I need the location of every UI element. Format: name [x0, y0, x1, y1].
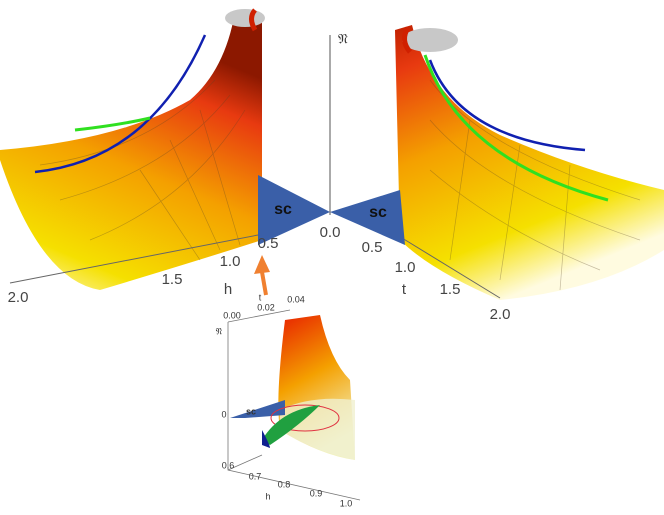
inset [227, 309, 361, 501]
axis-label: h [224, 281, 232, 298]
tick-label: 0.8 [278, 479, 291, 489]
tick-label: 2.0 [490, 306, 511, 323]
axis-label: 𝔑 [216, 326, 223, 336]
tick-label: 2.0 [8, 289, 29, 306]
tick-label: 0.04 [287, 294, 305, 304]
sc-region-right [330, 190, 405, 245]
right-surface [395, 25, 664, 300]
axis-label: h [265, 491, 270, 501]
origin-label: 0.0 [320, 224, 341, 241]
tick-label: 0.00 [223, 310, 241, 320]
left-surface [0, 8, 265, 290]
arrow [254, 255, 270, 296]
tick-label: 0.6 [222, 460, 235, 470]
tick-label: 0.7 [249, 471, 262, 481]
tick-label: 1.0 [220, 253, 241, 270]
tick-label: 1.5 [162, 271, 183, 288]
tick-label: 0.5 [362, 239, 383, 256]
axis-label: 𝔑 [338, 31, 348, 47]
tick-label: 1.0 [340, 498, 353, 508]
sc-label: sc [246, 406, 256, 416]
tick-label: 0.02 [257, 302, 275, 312]
tick-label: 1.5 [440, 281, 461, 298]
sc-region-left [258, 175, 330, 245]
axis-label: t [402, 281, 407, 298]
tick-label: 1.0 [395, 259, 416, 276]
sc-label: sc [274, 201, 292, 218]
axis-label: t [259, 292, 262, 302]
tick-label: 0.5 [258, 235, 279, 252]
sc-label: sc [369, 204, 387, 221]
tick-label: 0 [221, 409, 226, 419]
tick-label: 0.9 [310, 488, 323, 498]
